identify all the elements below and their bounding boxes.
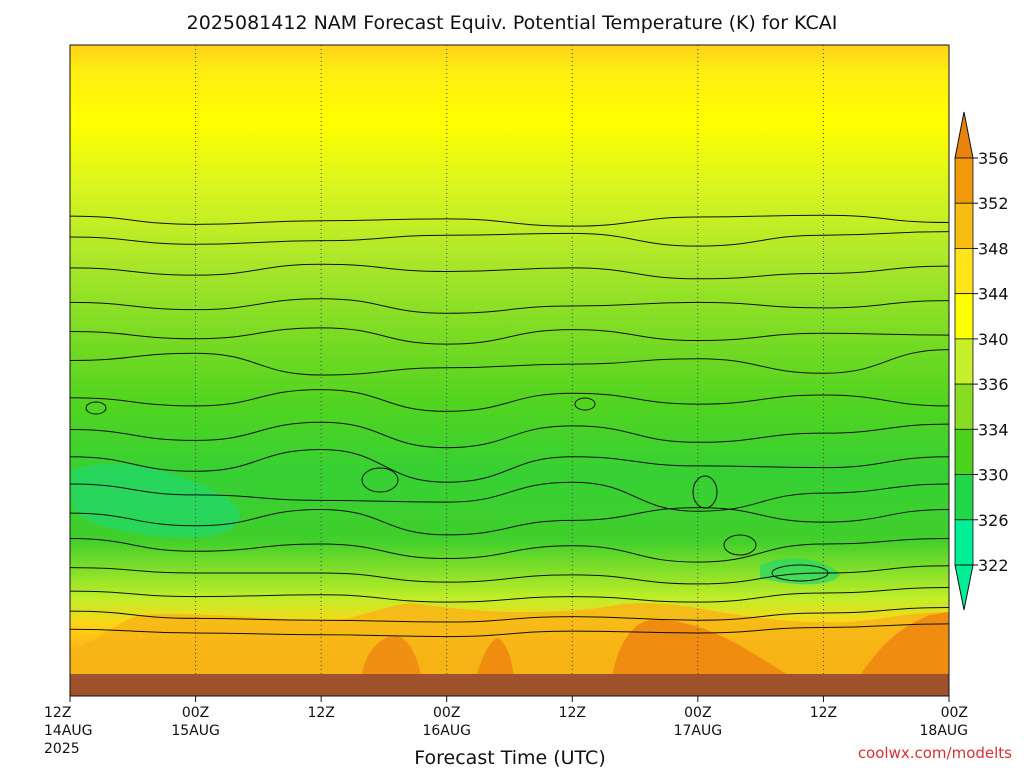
contour-lines (70, 214, 949, 638)
colorbar-segment-1 (954, 202, 974, 249)
colorbar-segment-0 (954, 157, 974, 204)
contour-line-2 (70, 263, 949, 280)
x-tick-date-0: 14AUG (44, 723, 93, 739)
colorbar-segment-7 (954, 474, 974, 521)
colorbar-segment-5 (954, 383, 974, 430)
plot-area (70, 45, 949, 696)
contour-cell-1 (692, 475, 718, 509)
colorbar: 356 352 348 344 340 336 334 330 326 322 (954, 111, 1009, 611)
cold-pocket-770 (760, 558, 840, 585)
contour-line-4 (70, 327, 949, 345)
x-tick-time-6: 12Z (810, 705, 837, 721)
contour-line-5 (70, 349, 949, 376)
colorbar-segment-2 (954, 248, 974, 295)
x-tick-time-2: 12Z (307, 705, 334, 721)
colorbar-label-344: 344 (978, 285, 1009, 304)
contour-line-0 (70, 214, 949, 227)
contour-line-7 (70, 421, 949, 449)
contour-line-10 (70, 507, 949, 536)
colorbar-segment-6 (954, 428, 974, 475)
x-tick-date-5: 17AUG (674, 723, 723, 739)
x-tick-time-4: 12Z (559, 705, 586, 721)
colorbar-label-322: 322 (978, 556, 1009, 575)
contour-line-1 (70, 231, 949, 247)
plot-frame (69, 44, 950, 697)
colorbar-bottom-arrow (954, 564, 974, 611)
colorbar-top-arrow (954, 111, 974, 159)
x-tick-time-7: 00Z (941, 705, 968, 721)
x-axis: 12Z 14AUG 2025 00Z 15AUG 12Z 00Z 16AUG 12Z 00Z 17A… (44, 696, 968, 757)
x-tick-time-5: 00Z (684, 705, 711, 721)
contour-cell-5 (723, 534, 757, 556)
x-tick-time-1: 00Z (182, 705, 209, 721)
contour-line-15 (70, 623, 949, 638)
contour-line-12 (70, 565, 949, 585)
x-tick-date-7: 18AUG (920, 723, 969, 739)
contour-line-6 (70, 389, 949, 412)
plot-background (70, 45, 949, 696)
x-axis-label: Forecast Time (UTC) (414, 747, 605, 768)
colorbar-segment-8 (954, 519, 974, 566)
x-tick-date-1: 15AUG (171, 723, 220, 739)
grid-lines (70, 45, 949, 696)
colorbar-segment-4 (954, 338, 974, 385)
contour-line-14 (70, 607, 949, 623)
x-tick-year-0: 2025 (44, 741, 80, 757)
colorbar-label-336: 336 (978, 375, 1009, 394)
colorbar-label-326: 326 (978, 511, 1009, 530)
contour-cell-4 (85, 401, 107, 415)
colorbar-label-348: 348 (978, 239, 1009, 258)
contour-line-8 (70, 449, 949, 483)
colorbar-label-334: 334 (978, 420, 1009, 439)
x-tick-time-3: 00Z (433, 705, 460, 721)
colorbar-label-330: 330 (978, 466, 1009, 485)
chart-title: 2025081412 NAM Forecast Equiv. Potential… (187, 12, 838, 34)
colorbar-label-340: 340 (978, 330, 1009, 349)
colorbar-label-356: 356 (978, 149, 1009, 168)
contour-cell-2 (771, 564, 829, 582)
contour-cell-3 (574, 397, 596, 411)
contour-line-3 (70, 298, 949, 314)
colorbar-label-352: 352 (978, 194, 1009, 213)
credit-text: coolwx.com/modelts (858, 744, 1012, 762)
colorbar-segment-3 (954, 293, 974, 340)
contour-cell-0 (361, 467, 399, 493)
contour-line-9 (70, 481, 949, 512)
x-tick-date-3: 16AUG (422, 723, 471, 739)
contour-line-11 (70, 538, 949, 563)
contour-line-13 (70, 587, 949, 603)
x-tick-time-0: 12Z (44, 705, 71, 721)
cold-pocket-620 (72, 464, 241, 538)
ground-surface (70, 674, 949, 696)
